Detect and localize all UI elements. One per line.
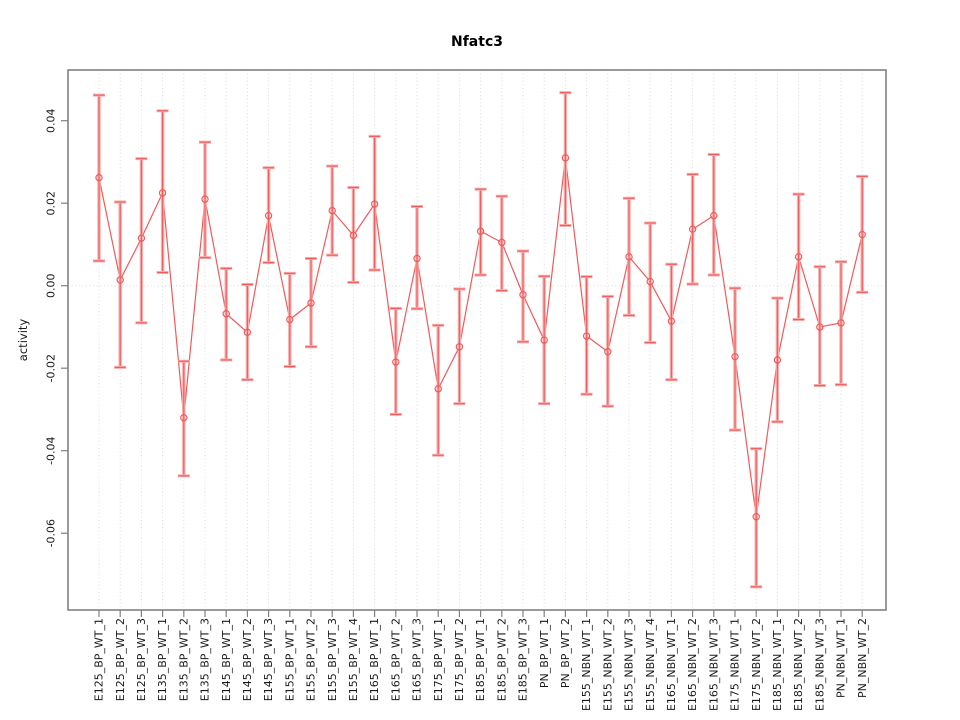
- data-point: [137, 234, 146, 242]
- data-point: [413, 254, 421, 263]
- y-tick-label: 0.04: [45, 108, 58, 133]
- x-tick-label: E155_NBN_WT_1: [580, 618, 593, 711]
- data-point: [476, 227, 485, 235]
- data-point: [180, 414, 188, 422]
- plot-border: [67, 69, 887, 611]
- x-tick-label: E185_BP_WT_2: [495, 618, 508, 701]
- y-axis-title: activity: [16, 319, 30, 362]
- x-tick-label: E185_NBN_WT_1: [771, 618, 784, 711]
- data-point: [455, 343, 464, 351]
- data-point: [625, 253, 633, 261]
- data-point: [434, 385, 442, 393]
- x-tick-label: E155_NBN_WT_3: [623, 618, 636, 711]
- data-point: [582, 332, 591, 340]
- data-point: [392, 358, 400, 366]
- x-tick-label: E165_NBN_WT_2: [686, 618, 699, 711]
- x-tick-label: E175_BP_WT_2: [453, 618, 466, 701]
- x-tick-label: E155_BP_WT_4: [347, 618, 360, 701]
- x-tick-label: E175_NBN_WT_2: [750, 618, 763, 711]
- x-tick-label: E135_BP_WT_1: [156, 618, 169, 701]
- x-tick-label: PN_BP_WT_1: [538, 618, 551, 688]
- x-tick-label: E155_BP_WT_2: [305, 618, 318, 701]
- x-tick-label: E165_NBN_WT_1: [665, 618, 678, 711]
- x-tick-label: E125_BP_WT_1: [93, 618, 106, 701]
- data-point: [286, 315, 294, 324]
- data-point: [349, 231, 358, 240]
- x-tick-label: E135_BP_WT_2: [177, 618, 190, 701]
- x-tick-label: E155_NBN_WT_2: [601, 618, 614, 711]
- x-tick-label: E125_BP_WT_2: [114, 618, 127, 701]
- y-tick-label: 0.02: [45, 191, 58, 216]
- x-tick-label: E155_NBN_WT_4: [644, 618, 657, 711]
- data-point: [243, 328, 252, 337]
- data-point: [222, 310, 230, 318]
- data-points: [95, 154, 866, 521]
- axis-ticks: [61, 120, 863, 617]
- axis-tick-labels: 0.04 0.02 0.00 -0.02 -0.04 -0.06 E125_BP_WT_1 E…: [45, 108, 869, 711]
- y-tick-label: -0.06: [45, 519, 58, 547]
- data-point: [519, 291, 527, 299]
- x-tick-label: E185_NBN_WT_3: [813, 618, 826, 711]
- data-point: [158, 189, 167, 197]
- data-point: [752, 513, 760, 521]
- data-point: [858, 230, 866, 239]
- data-point: [307, 299, 315, 307]
- x-tick-label: PN_NBN_WT_2: [856, 618, 869, 698]
- x-tick-label: E185_BP_WT_1: [474, 618, 487, 701]
- data-point: [116, 276, 124, 284]
- data-point: [688, 225, 697, 233]
- data-point: [646, 277, 654, 286]
- x-tick-label: E165_BP_WT_1: [368, 618, 381, 701]
- data-point: [540, 336, 548, 344]
- data-point: [561, 154, 570, 162]
- data-point: [816, 323, 824, 331]
- x-tick-label: E125_BP_WT_3: [135, 618, 148, 701]
- data-point: [773, 356, 782, 364]
- data-point: [201, 195, 209, 203]
- data-point: [667, 317, 676, 325]
- x-tick-label: E165_NBN_WT_3: [707, 618, 720, 711]
- data-point: [95, 173, 103, 182]
- x-tick-label: E145_BP_WT_3: [262, 618, 275, 701]
- gridlines: [68, 70, 886, 610]
- x-tick-label: E145_BP_WT_1: [220, 618, 233, 701]
- x-tick-label: E175_BP_WT_1: [432, 618, 445, 701]
- plot-box: [67, 69, 887, 611]
- x-tick-label: E165_BP_WT_3: [411, 618, 424, 701]
- x-tick-label: PN_NBN_WT_1: [835, 618, 848, 698]
- data-point: [328, 206, 336, 215]
- x-tick-label: E185_BP_WT_3: [517, 618, 530, 701]
- x-tick-label: PN_BP_WT_2: [559, 618, 572, 688]
- data-point: [710, 211, 718, 220]
- x-tick-label: E185_NBN_WT_2: [792, 618, 805, 711]
- x-tick-label: E155_BP_WT_1: [283, 618, 296, 701]
- chart-title: Nfatc3: [451, 34, 503, 50]
- error-bars: [93, 91, 869, 589]
- x-tick-label: E145_BP_WT_2: [241, 618, 254, 701]
- data-point: [264, 211, 273, 220]
- data-point: [604, 348, 612, 356]
- y-tick-label: -0.04: [45, 436, 58, 464]
- x-tick-label: E155_BP_WT_3: [326, 618, 339, 701]
- x-tick-label: E175_NBN_WT_1: [729, 618, 742, 711]
- data-point: [731, 352, 739, 361]
- x-tick-label: E165_BP_WT_2: [389, 618, 402, 701]
- data-point: [794, 253, 803, 261]
- data-point: [498, 238, 506, 247]
- data-point: [370, 200, 379, 208]
- x-tick-label: E135_BP_WT_3: [199, 618, 212, 701]
- y-tick-label: -0.02: [45, 354, 58, 382]
- y-tick-label: 0.00: [45, 273, 58, 298]
- data-point: [837, 319, 845, 327]
